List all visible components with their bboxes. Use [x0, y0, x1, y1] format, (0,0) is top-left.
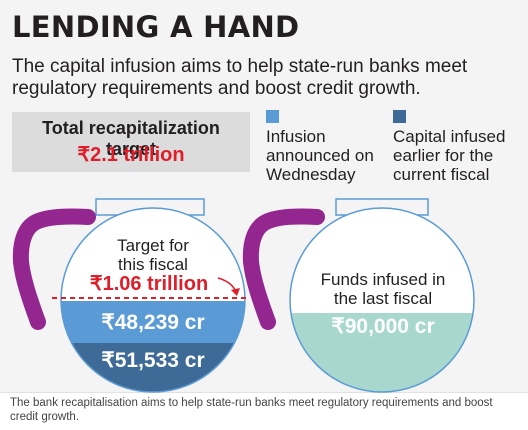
image-caption: The bank recapitalisation aims to help s… [10, 397, 493, 423]
legend-swatch-earlier [393, 110, 406, 123]
infographic-subtitle: The capital infusion aims to help state-… [12, 56, 468, 99]
right-pot: Funds infused in the last fiscal ₹90,000… [242, 198, 475, 393]
legend-label-line: announced on [266, 146, 374, 165]
total-target-box: Total recapitalization target ₹2.1 trill… [12, 112, 250, 172]
legend-label-line: Capital infused [393, 127, 506, 146]
right-pot-label-line: Funds infused in [321, 270, 446, 289]
infographic-panel: LENDING A HAND The capital infusion aims… [0, 0, 528, 393]
left-pot-segment-infusion [61, 301, 245, 343]
left-pot-target-arrowhead [231, 288, 240, 296]
legend-label-line: earlier for the [393, 146, 494, 165]
left-pot-label-line: this fiscal [118, 255, 188, 274]
right-pot-handle [242, 208, 325, 330]
left-pot-label-line: Target for [117, 236, 189, 255]
right-pot-value: ₹90,000 cr [331, 315, 434, 338]
left-pot-outline [60, 207, 246, 393]
pots-illustration: Target for this fiscal ₹1.06 trillion ₹4… [12, 198, 475, 393]
infographic-title: LENDING A HAND [12, 10, 300, 44]
left-pot-target-value: ₹1.06 trillion [90, 273, 208, 295]
left-pot: Target for this fiscal ₹1.06 trillion ₹4… [12, 198, 246, 393]
total-target-label: Total recapitalization target [42, 118, 220, 159]
left-pot-segment-value-earlier: ₹51,533 cr [101, 349, 204, 372]
legend-label-infusion: Infusion announced on Wednesday [266, 127, 374, 184]
legend-label-line: Infusion [266, 127, 326, 146]
legend-swatch-infusion [266, 110, 279, 123]
right-pot-label-line: the last fiscal [334, 289, 432, 308]
left-pot-segment-value-infusion: ₹48,239 cr [101, 311, 204, 334]
total-target-value: ₹2.1 trillion [77, 144, 185, 166]
right-pot-outline [289, 207, 475, 393]
legend-label-line: Wednesday [266, 165, 356, 184]
left-pot-handle [12, 208, 96, 330]
legend-label-line: current fiscal [393, 165, 490, 184]
legend-label-earlier: Capital infused earlier for the current … [393, 127, 505, 184]
